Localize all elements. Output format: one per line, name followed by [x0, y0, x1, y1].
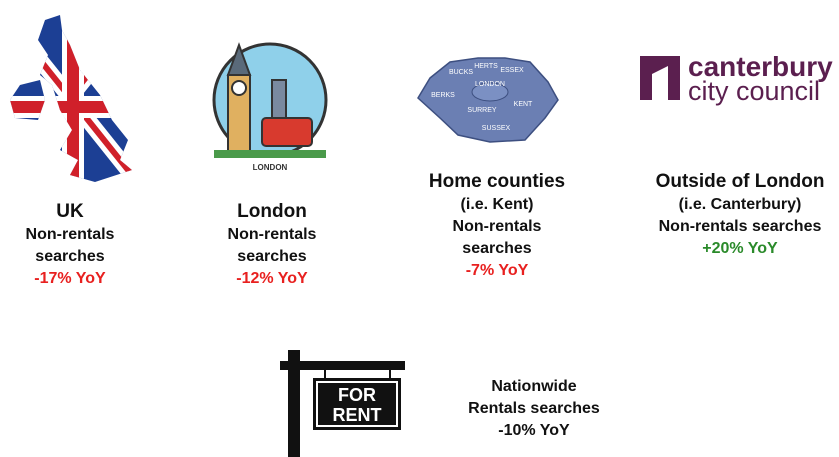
panel: Outside of London (i.e. Canterbury) Non-re…: [630, 170, 839, 260]
map-label: SURREY: [467, 107, 497, 114]
rentals-text: Nationwide Rentals searches -10% YoY: [434, 376, 634, 442]
map-label: BUCKS: [449, 69, 473, 76]
london-icon: LONDON: [212, 42, 328, 172]
map-label: SUSSEX: [482, 125, 511, 132]
rentals-line: Rentals searches: [468, 400, 600, 417]
logo-line: city council: [688, 76, 820, 106]
panel-change: +20% YoY: [702, 240, 778, 257]
sign-text: FOR: [338, 385, 376, 405]
panel-title: Home counties: [428, 171, 566, 192]
badge: LONDON: [253, 163, 288, 172]
map-label: HERTS: [474, 63, 498, 70]
panel: UK Non-rentals searches -17% YoY: [0, 200, 180, 290]
panel-title: UK: [56, 201, 84, 222]
panel-line: searches: [35, 248, 105, 265]
map-label: KENT: [514, 101, 533, 108]
panel-change: -17% YoY: [34, 270, 106, 287]
panel-title: Outside of London: [655, 171, 825, 192]
map-label: LONDON: [475, 81, 505, 88]
panel-line: (i.e. Canterbury): [678, 196, 802, 213]
map-label: BERKS: [431, 92, 455, 99]
panel-change: -12% YoY: [236, 270, 308, 287]
uk-map: [10, 15, 132, 182]
panel-line: Non-rentals: [227, 226, 317, 243]
panel-line: searches: [462, 240, 532, 257]
panel-line: Non-rentals: [452, 218, 542, 235]
rentals-line: -10% YoY: [498, 422, 570, 439]
panel-title: London: [237, 201, 307, 222]
panel-line: (i.e. Kent): [460, 196, 534, 213]
panel-line: Non-rentals: [25, 226, 115, 243]
panel: Home counties (i.e. Kent) Non-rentals searc…: [387, 170, 607, 282]
logo-line: canterbury: [688, 51, 833, 82]
panel-line: Non-rentals searches: [658, 218, 822, 235]
panel-change: -7% YoY: [465, 262, 529, 279]
map-label: ESSEX: [500, 67, 524, 74]
sign-text: RENT: [333, 405, 382, 425]
council-logo: canterbury city council: [640, 51, 833, 106]
panel-line: searches: [237, 248, 307, 265]
rentals-line: Nationwide: [491, 378, 577, 395]
panel: London Non-rentals searches -12% YoY: [162, 200, 382, 290]
for-rent-sign: FOR RENT: [280, 350, 405, 457]
